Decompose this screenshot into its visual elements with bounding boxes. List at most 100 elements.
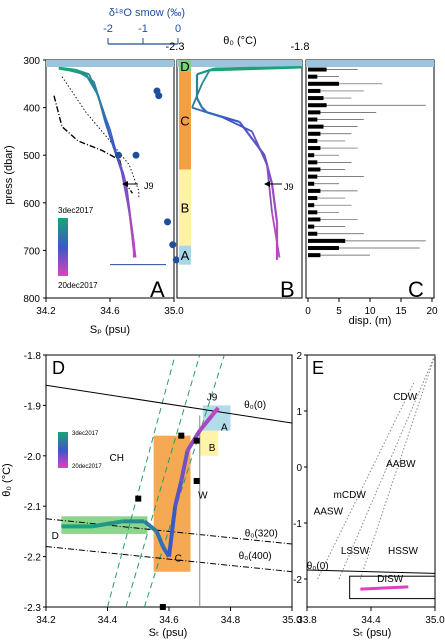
bar	[308, 160, 318, 165]
profile-segment	[209, 66, 303, 72]
bar	[308, 231, 318, 236]
bar	[308, 131, 321, 136]
panel-e-x-axis: 33.8 34.4 35.0	[297, 607, 445, 626]
freezing-line-0	[45, 384, 293, 424]
panel-a-letter: A	[150, 277, 165, 302]
profile-segment	[109, 128, 118, 154]
x-tick-label: 0	[305, 306, 311, 317]
panel-d-label: θ₀(0)	[244, 400, 266, 411]
x-tick-label: 34.4	[98, 615, 118, 626]
theta-max-label: -1.8	[291, 41, 310, 53]
band-label-A: A	[181, 248, 190, 263]
bar	[308, 217, 321, 222]
d18o-point	[164, 218, 171, 226]
panel-c-surface-strip	[306, 60, 434, 67]
y-tick-label: -2.1	[24, 502, 42, 513]
d18o-point	[172, 256, 180, 264]
reference-line-dash-dot	[53, 95, 133, 194]
profile-segment	[221, 116, 253, 133]
d18o-point	[153, 87, 161, 95]
y-tick-label: 700	[23, 246, 40, 257]
panel-e-x-axis-label: Sₜ (psu)	[353, 627, 392, 639]
profile-segment	[58, 66, 75, 71]
ts-segment	[185, 429, 202, 452]
panel-e-label: CDW	[393, 392, 417, 403]
panel-e-label: LSSW	[341, 546, 370, 557]
bar	[308, 74, 318, 79]
y-tick-label: -2.3	[24, 603, 42, 614]
ts-trace	[360, 585, 409, 591]
band-label-D: D	[180, 59, 189, 74]
x-tick-label: 34.2	[36, 306, 56, 317]
panel-b-bands: D C B A	[179, 59, 191, 265]
panel-e-plot-area	[306, 354, 436, 600]
profile-segment	[191, 83, 203, 108]
bar	[308, 210, 318, 215]
profile-segment	[77, 71, 95, 83]
panel-a-x-axis: 34.2 34.6 35.0	[36, 298, 184, 317]
bar	[308, 124, 324, 129]
panel-a-y-axis: 300 400 500 600 700 800	[23, 56, 46, 305]
y-tick-label: -1.9	[24, 401, 42, 412]
band-D	[179, 60, 191, 72]
x-tick-label: 33.8	[297, 615, 317, 626]
d18o-tick-label: -2	[103, 23, 113, 35]
band-A	[179, 245, 191, 265]
y-tick-label: -1.8	[24, 351, 42, 362]
ts-segment	[154, 530, 165, 548]
panel-a-x-axis-label: Sₚ (psu)	[90, 324, 130, 336]
isopycnal-line	[359, 354, 436, 580]
y-tick-label: 400	[23, 104, 40, 115]
station-marker	[193, 437, 200, 444]
panel-d-label: A	[221, 423, 228, 434]
y-tick-label: -2	[293, 575, 302, 586]
x-tick-label: 10	[364, 306, 376, 317]
panel-e-labels: CDW AABW mCDW AASW LSSW HSSW θ₀(0) DISW	[307, 392, 419, 585]
bar	[308, 117, 318, 122]
station-marker	[135, 495, 142, 502]
y-tick-label: -1	[293, 519, 302, 530]
panel-d-reference-lines	[45, 354, 293, 608]
panel-d-y-axis: -1.8 -1.9 -2.0 -2.1 -2.2 -2.3	[24, 351, 46, 614]
y-tick-label: -2.0	[24, 452, 42, 463]
panel-b-frame	[176, 59, 303, 299]
y-tick-label: 800	[23, 294, 40, 305]
station-marker	[159, 604, 166, 610]
panel-d-x-axis-label: Sₜ (psu)	[149, 627, 188, 639]
profile-segment	[131, 231, 137, 258]
panel-a-plot-area	[53, 66, 180, 266]
profile-segment	[196, 97, 203, 109]
bar	[308, 81, 339, 86]
ts-segment	[198, 414, 214, 432]
panel-d-label: B	[209, 443, 216, 454]
panel-d-x-axis: 34.2 34.4 34.6 34.8 35.0	[36, 607, 302, 626]
bar	[308, 238, 346, 243]
d18o-tick-label: -1	[138, 23, 148, 35]
panel-c-frame	[305, 59, 435, 299]
panel-a-legend-bottom-label: 20dec2017	[58, 281, 98, 290]
x-tick-label: 34.4	[361, 615, 381, 626]
panel-d-label: θ₀(400)	[239, 551, 272, 562]
band-C	[179, 71, 191, 170]
panel-c-plot-area	[308, 67, 426, 258]
band-label-C: C	[180, 114, 189, 129]
panel-d-legend-top-label: 3dec2017	[72, 431, 99, 437]
ts-segment	[167, 505, 178, 557]
j9-arrow-head	[264, 181, 270, 187]
panel-c-x-axis: 0 5 10 15 20	[305, 298, 438, 317]
bar	[308, 103, 327, 108]
bar	[308, 246, 339, 251]
profile-segment	[61, 67, 79, 73]
profile-segment	[270, 183, 279, 222]
panel-a-j9-annotation: J9	[144, 181, 154, 191]
ts-segment	[143, 519, 158, 533]
panel-e-label: AABW	[386, 459, 416, 470]
ts-segment	[179, 450, 190, 482]
x-tick-label: 34.8	[221, 615, 241, 626]
freezing-line-400	[45, 546, 293, 573]
band-B	[179, 169, 191, 246]
panel-d-label: D	[52, 531, 59, 542]
panel-d-y-axis-label: θ₀ (°C)	[1, 463, 13, 496]
profile-segment	[104, 121, 115, 146]
